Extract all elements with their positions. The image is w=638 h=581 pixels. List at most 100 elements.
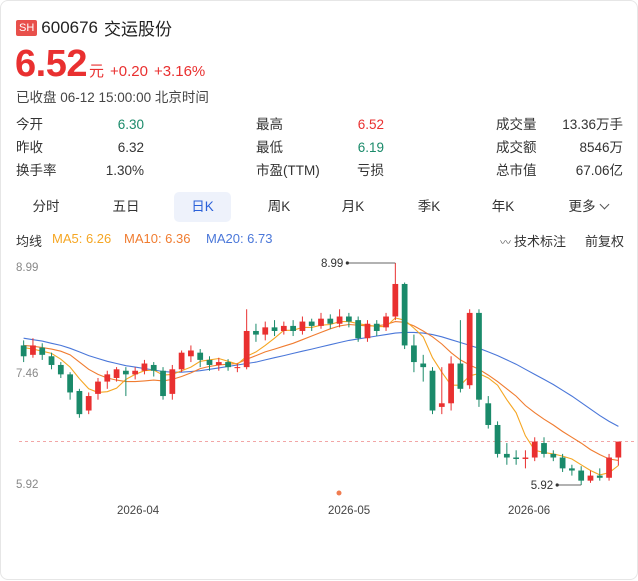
candle-body xyxy=(503,453,510,458)
x-tick-may: 2026-05 xyxy=(328,505,371,517)
candle-body xyxy=(615,441,622,458)
candle-body xyxy=(271,327,278,331)
candle-body xyxy=(262,327,269,335)
current-price: 6.52 xyxy=(15,43,87,85)
candle-body xyxy=(373,323,380,331)
tab-yearly-k[interactable]: 年K xyxy=(491,199,515,214)
tab-monthly-k[interactable]: 月K xyxy=(341,199,365,214)
candle-body xyxy=(383,316,389,328)
ma5-value: MA5: 6.26 xyxy=(52,231,112,246)
event-marker-dot xyxy=(336,490,342,496)
candle-body xyxy=(132,370,139,375)
candle-body xyxy=(531,441,538,458)
y-tick-bottom: 5.92 xyxy=(16,479,39,491)
tab-daily-k[interactable]: 日K xyxy=(174,192,231,222)
candle-body xyxy=(122,370,129,375)
candle-body xyxy=(234,367,241,369)
max-pointer-dot xyxy=(345,261,349,265)
period-tabs: 分时 五日 日K 周K 月K 季K 年K 更多 xyxy=(15,192,621,222)
x-tick-apr: 2026-04 xyxy=(117,505,160,517)
candle-body xyxy=(541,443,547,454)
stock-header: SH 600676 交运股份 xyxy=(16,15,172,40)
prev-close-value: 6.32 xyxy=(117,140,144,155)
candle-body xyxy=(438,403,445,407)
candle-body xyxy=(485,403,492,425)
candle-body xyxy=(48,356,55,365)
candle-body xyxy=(364,323,371,339)
open-value: 6.30 xyxy=(117,117,144,132)
tech-annotate-button[interactable]: 〰技术标注 xyxy=(500,231,566,250)
candle-body xyxy=(345,316,352,322)
tab-intraday[interactable]: 分时 xyxy=(32,199,60,214)
mktcap-label: 总市值 xyxy=(496,163,537,178)
candle-body xyxy=(113,369,120,378)
candle-body xyxy=(466,312,473,386)
price-row: 6.52 元 +0.20 +3.16% xyxy=(15,43,205,86)
candle-body xyxy=(420,363,427,368)
ma10-value: MA10: 6.36 xyxy=(124,231,191,246)
forward-adjust-button[interactable]: 前复权 xyxy=(585,234,625,249)
candle-body xyxy=(392,283,399,317)
stats-col-1: 今开 6.30 昨收 6.32 换手率 1.30% xyxy=(16,113,144,182)
open-label: 今开 xyxy=(16,117,43,132)
candle-body xyxy=(318,318,324,326)
turnover-label: 换手率 xyxy=(16,163,57,178)
price-change: +0.20 xyxy=(109,63,148,80)
candle-body xyxy=(290,325,297,331)
amount-value: 8546万 xyxy=(579,140,623,155)
candle-body xyxy=(178,352,185,370)
candle-body xyxy=(160,370,166,397)
max-annotation: 8.99 xyxy=(321,258,343,270)
candle-body xyxy=(253,330,259,335)
low-value: 6.19 xyxy=(357,140,384,155)
volume-value: 13.36万手 xyxy=(562,117,623,132)
candle-body xyxy=(299,321,306,331)
candle-body xyxy=(494,424,501,454)
candle-body xyxy=(104,374,111,382)
candle-body xyxy=(550,453,557,458)
candle-body xyxy=(30,345,36,355)
candle-body xyxy=(559,457,566,469)
candle-body xyxy=(596,475,603,478)
candle-body xyxy=(215,362,222,365)
candle-body xyxy=(587,475,594,481)
candle-body xyxy=(150,364,157,371)
market-status: 已收盘 06-12 15:00:00 北京时间 xyxy=(16,90,209,105)
candle-body xyxy=(429,370,436,411)
volume-label: 成交量 xyxy=(496,117,537,132)
price-unit: 元 xyxy=(88,63,104,80)
ma5-line xyxy=(23,317,619,476)
stock-name: 交运股份 xyxy=(104,20,173,39)
amount-label: 成交额 xyxy=(496,140,537,155)
tab-weekly-k[interactable]: 周K xyxy=(267,199,291,214)
candle-body xyxy=(401,283,408,346)
low-label: 最低 xyxy=(256,140,283,155)
turnover-value: 1.30% xyxy=(105,163,144,178)
candle-body xyxy=(67,374,73,393)
ma10-line xyxy=(23,321,619,461)
wave-icon: 〰 xyxy=(500,237,511,249)
candle-body xyxy=(243,330,250,368)
candle-body xyxy=(308,321,315,326)
candle-body xyxy=(476,312,482,400)
candle-body xyxy=(411,345,417,363)
min-pointer-dot xyxy=(555,483,559,487)
pe-label: 市盈(TTM) xyxy=(256,163,320,178)
candle-body xyxy=(95,381,101,394)
candle-body xyxy=(327,318,334,324)
tab-quarterly-k[interactable]: 季K xyxy=(417,199,441,214)
market-badge: SH xyxy=(16,19,38,36)
price-change-pct: +3.16% xyxy=(153,63,206,80)
high-label: 最高 xyxy=(256,117,283,132)
tab-more[interactable]: 更多 xyxy=(553,192,623,222)
y-tick-mid: 7.46 xyxy=(16,368,39,380)
candle-body xyxy=(20,345,27,357)
prev-close-label: 昨收 xyxy=(16,140,43,155)
candle-body xyxy=(457,363,464,389)
stats-col-3: 成交量 13.36万手 成交额 8546万 总市值 67.06亿 xyxy=(496,113,623,182)
candle-body xyxy=(85,396,92,411)
tab-five-day[interactable]: 五日 xyxy=(112,199,140,214)
ma20-value: MA20: 6.73 xyxy=(206,231,273,246)
